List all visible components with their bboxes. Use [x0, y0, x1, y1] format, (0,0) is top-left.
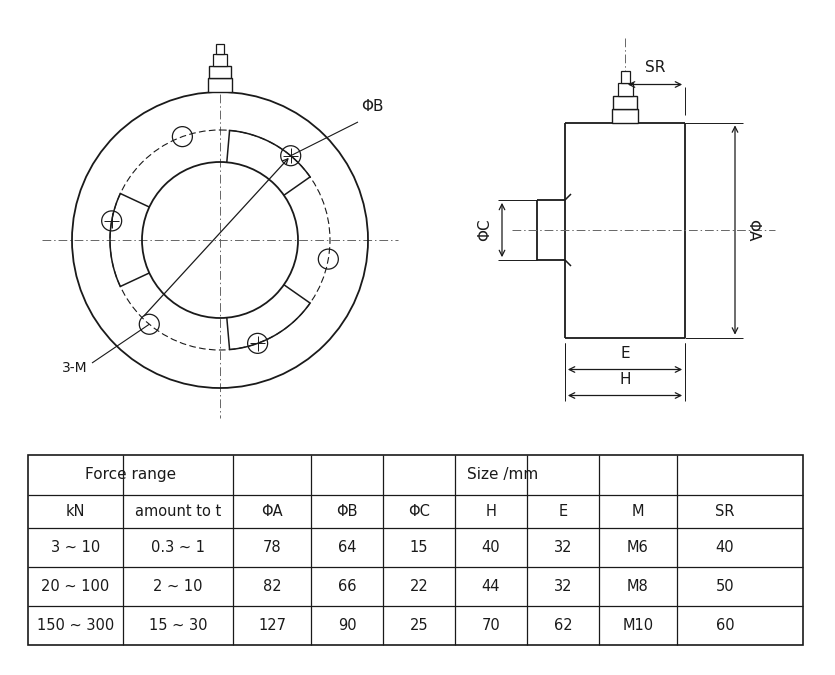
- Text: Force range: Force range: [85, 468, 176, 483]
- Text: 90: 90: [337, 618, 357, 633]
- Text: 62: 62: [554, 618, 572, 633]
- Text: ΦC: ΦC: [408, 504, 430, 519]
- Text: 40: 40: [716, 540, 734, 555]
- Text: 32: 32: [554, 579, 572, 594]
- Bar: [216, 44, 224, 54]
- Text: Size /mm: Size /mm: [468, 468, 539, 483]
- Bar: [209, 66, 231, 78]
- Text: 3-M: 3-M: [62, 361, 88, 375]
- Text: 127: 127: [258, 618, 286, 633]
- Text: 15 ~ 30: 15 ~ 30: [149, 618, 207, 633]
- Text: 15: 15: [410, 540, 428, 555]
- Text: 40: 40: [482, 540, 500, 555]
- Text: ΦB: ΦB: [361, 99, 383, 114]
- Text: ΦC: ΦC: [477, 219, 492, 242]
- Text: 150 ~ 300: 150 ~ 300: [37, 618, 114, 633]
- Text: 66: 66: [337, 579, 357, 594]
- Text: ΦA: ΦA: [261, 504, 283, 519]
- Bar: [612, 109, 638, 122]
- Text: 44: 44: [482, 579, 500, 594]
- Text: 3 ~ 10: 3 ~ 10: [51, 540, 100, 555]
- Text: 60: 60: [716, 618, 734, 633]
- Text: 50: 50: [716, 579, 734, 594]
- Text: M: M: [632, 504, 645, 519]
- Text: 2 ~ 10: 2 ~ 10: [154, 579, 203, 594]
- Text: 0.3 ~ 1: 0.3 ~ 1: [151, 540, 205, 555]
- Text: ΦA: ΦA: [745, 219, 760, 241]
- Text: M6: M6: [627, 540, 649, 555]
- Text: 70: 70: [482, 618, 500, 633]
- Text: 78: 78: [263, 540, 281, 555]
- Text: 22: 22: [410, 579, 428, 594]
- Bar: [208, 78, 232, 92]
- Text: amount to t: amount to t: [135, 504, 221, 519]
- Text: kN: kN: [66, 504, 85, 519]
- Text: 82: 82: [263, 579, 281, 594]
- Bar: [213, 54, 227, 66]
- Text: M8: M8: [627, 579, 649, 594]
- Text: M10: M10: [622, 618, 654, 633]
- Bar: [28, 455, 803, 645]
- Text: 64: 64: [337, 540, 357, 555]
- Text: H: H: [486, 504, 497, 519]
- Text: SR: SR: [716, 504, 735, 519]
- Bar: [613, 95, 637, 109]
- Text: 20 ~ 100: 20 ~ 100: [42, 579, 109, 594]
- Bar: [618, 82, 632, 95]
- Text: ΦB: ΦB: [337, 504, 357, 519]
- Text: E: E: [620, 346, 630, 360]
- Text: E: E: [559, 504, 568, 519]
- Text: 25: 25: [410, 618, 428, 633]
- Text: 32: 32: [554, 540, 572, 555]
- Text: SR: SR: [645, 61, 665, 76]
- Bar: [620, 70, 630, 82]
- Text: H: H: [620, 371, 630, 387]
